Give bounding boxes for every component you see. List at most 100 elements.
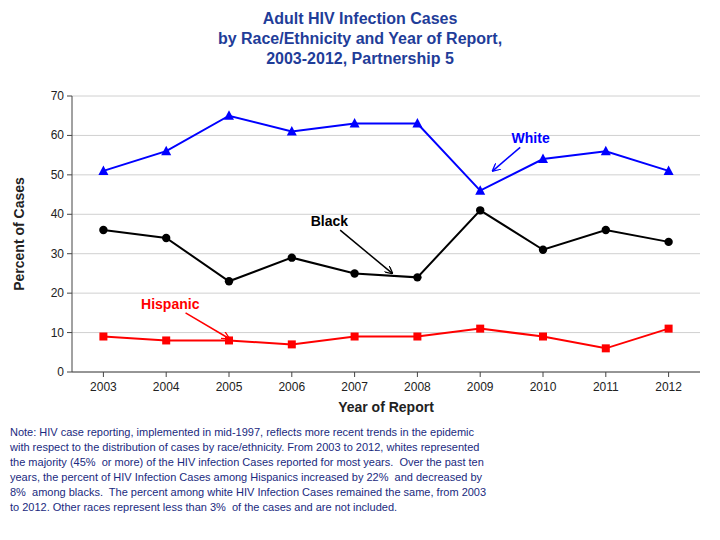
- point: [665, 325, 673, 333]
- title-line: 2003-2012, Partnership 5: [266, 50, 454, 67]
- title-line: by Race/Ethnicity and Year of Report,: [218, 30, 502, 47]
- x-tick-label: 2007: [341, 380, 368, 394]
- point: [288, 253, 296, 261]
- x-tick-label: 2006: [278, 380, 305, 394]
- point: [161, 146, 171, 156]
- point: [162, 336, 170, 344]
- point: [602, 226, 610, 234]
- note-line: years, the percent of HIV Infection Case…: [10, 471, 483, 483]
- point: [350, 118, 360, 128]
- point: [413, 333, 421, 341]
- x-axis-label: Year of Report: [338, 399, 434, 415]
- y-tick-label: 70: [51, 89, 65, 103]
- x-tick-label: 2011: [593, 380, 619, 394]
- point: [288, 340, 296, 348]
- series-line: [103, 116, 668, 191]
- x-tick-label: 2005: [216, 380, 243, 394]
- note-line: the majority (45% or more) of the HIV in…: [10, 456, 484, 468]
- y-tick: [67, 214, 72, 215]
- point: [98, 165, 108, 175]
- y-tick: [67, 96, 72, 97]
- series-line: [103, 210, 668, 281]
- chart: Adult HIV Infection Cases by Race/Ethnici…: [0, 0, 720, 540]
- point: [602, 344, 610, 352]
- x-tick-label: 2012: [655, 380, 682, 394]
- x-tick: [166, 372, 167, 377]
- x-tick: [229, 372, 230, 377]
- annotation: Black: [311, 213, 349, 229]
- x-tick: [543, 372, 544, 377]
- x-tick: [103, 372, 104, 377]
- note-line: Note: HIV case reporting, implemented in…: [10, 426, 475, 438]
- note-line: 8% among blacks. The percent among white…: [10, 486, 486, 498]
- point: [162, 234, 170, 242]
- y-tick-label: 30: [51, 247, 65, 261]
- point: [99, 333, 107, 341]
- grid-line: [72, 253, 700, 254]
- note: Note: HIV case reporting, implemented in…: [9, 426, 486, 513]
- grid-line: [72, 372, 700, 373]
- y-tick: [67, 253, 72, 254]
- point: [601, 146, 611, 156]
- y-tick: [67, 293, 72, 294]
- point: [350, 269, 358, 277]
- x-tick: [480, 372, 481, 377]
- y-tick: [67, 332, 72, 333]
- y-tick: [67, 372, 72, 373]
- point: [224, 110, 234, 120]
- point: [225, 277, 233, 285]
- grid-line: [72, 135, 700, 136]
- point: [287, 126, 297, 136]
- grid: [72, 96, 700, 372]
- x-tick-label: 2008: [404, 380, 431, 394]
- y-tick-label: 0: [57, 365, 64, 379]
- y-tick: [67, 135, 72, 136]
- series-line: [103, 329, 668, 349]
- annotation: Hispanic: [141, 296, 200, 312]
- y-tick-label: 50: [51, 168, 65, 182]
- annotation-arrow: [340, 230, 392, 273]
- y-tick-label: 10: [51, 326, 65, 340]
- x-tick: [668, 372, 669, 377]
- annotation: White: [512, 130, 550, 146]
- point: [539, 333, 547, 341]
- note-line: with respect to the distribution of case…: [9, 441, 479, 453]
- x-tick-label: 2004: [153, 380, 180, 394]
- point: [664, 165, 674, 175]
- point: [475, 185, 485, 195]
- point: [538, 154, 548, 164]
- point: [351, 333, 359, 341]
- point: [664, 238, 672, 246]
- grid-line: [72, 214, 700, 215]
- y-axis-label: Percent of Cases: [11, 177, 27, 291]
- point: [476, 325, 484, 333]
- x-tick-label: 2010: [530, 380, 557, 394]
- annotation-arrow: [186, 313, 229, 339]
- x-tick: [291, 372, 292, 377]
- x-tick-label: 2003: [90, 380, 117, 394]
- x-tick: [605, 372, 606, 377]
- grid-line: [72, 332, 700, 333]
- point: [476, 206, 484, 214]
- y-axis-line: [72, 96, 73, 372]
- annotation-arrow: [493, 147, 520, 171]
- point: [539, 246, 547, 254]
- y-tick-label: 60: [51, 128, 65, 142]
- y-tick-label: 40: [51, 207, 65, 221]
- title-line: Adult HIV Infection Cases: [263, 10, 458, 27]
- x-axis-line: [72, 372, 700, 373]
- grid-line: [72, 174, 700, 175]
- title: Adult HIV Infection Cases by Race/Ethnici…: [218, 10, 502, 67]
- grid-line: [72, 293, 700, 294]
- y-tick: [67, 174, 72, 175]
- point: [99, 226, 107, 234]
- grid-line: [72, 96, 700, 97]
- x-tick-label: 2009: [467, 380, 494, 394]
- y-tick-label: 20: [51, 286, 65, 300]
- point: [413, 273, 421, 281]
- plot-area: [98, 110, 673, 352]
- x-tick: [354, 372, 355, 377]
- note-line: to 2012. Other races represent less than…: [10, 501, 397, 513]
- x-tick: [417, 372, 418, 377]
- point: [412, 118, 422, 128]
